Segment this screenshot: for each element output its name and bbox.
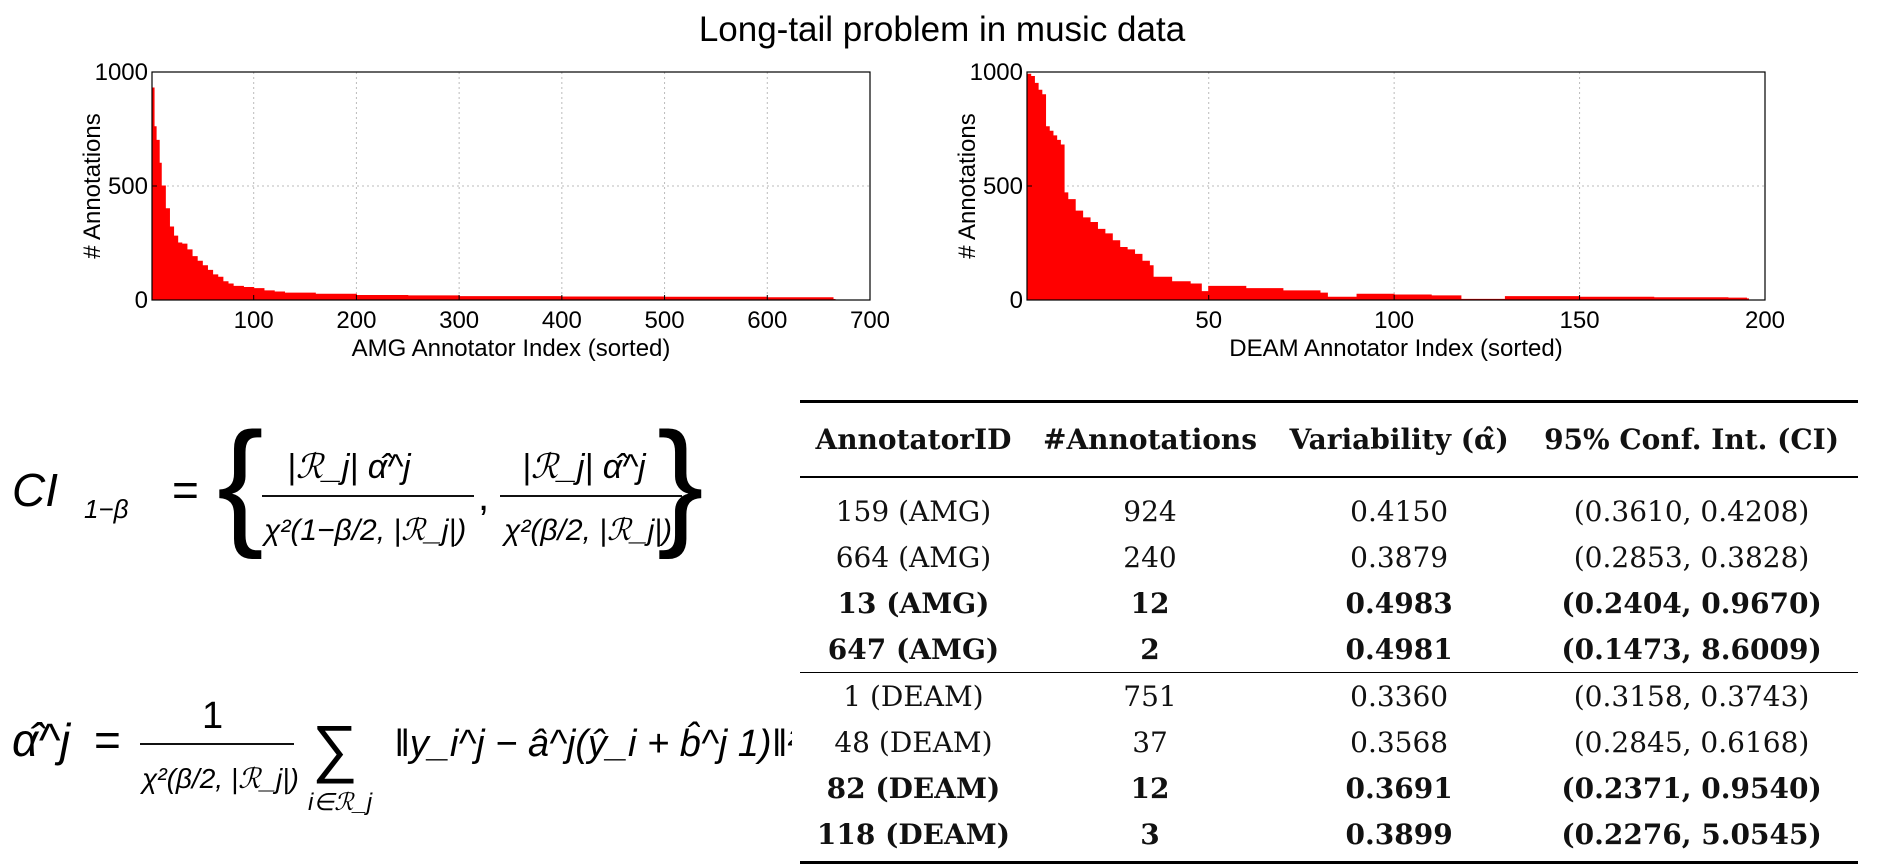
y-tick-label: 500 bbox=[108, 173, 148, 200]
cell-variability: 0.3360 bbox=[1273, 672, 1526, 719]
cell-annotator-id: 13 (AMG) bbox=[837, 586, 990, 620]
x-tick-label: 100 bbox=[1374, 307, 1414, 334]
cell-conf-int: (0.3158, 0.3743) bbox=[1525, 672, 1858, 719]
cell-annotations: 12 bbox=[1130, 586, 1170, 620]
alpha-body: ‖y_i^j − â^j(ŷ_i + b̂^j 1)‖²₂ bbox=[394, 721, 792, 765]
deam-annotations-chart: 50 100 150 200 0 500 1000 DEAM Annotator Index … bbox=[955, 60, 1785, 362]
table-row: 118 (DEAM) 3 0.3899 (0.2276, 5.0545) bbox=[800, 811, 1858, 864]
header-annotator-id: AnnotatorID bbox=[800, 400, 1027, 478]
alpha-sum-subscript: i∈ℛ_j bbox=[308, 789, 373, 816]
ci-numerator-left: |ℛ_j| α̂^j bbox=[287, 448, 412, 486]
y-tick-label: 1000 bbox=[95, 60, 148, 86]
x-axis-label: DEAM Annotator Index (sorted) bbox=[1229, 335, 1563, 362]
table-row: 48 (DEAM) 37 0.3568 (0.2845, 0.6168) bbox=[800, 719, 1858, 765]
page-title: Long-tail problem in music data bbox=[698, 10, 1186, 49]
cell-annotations: 37 bbox=[1132, 725, 1168, 759]
cell-annotations: 3 bbox=[1026, 811, 1274, 864]
cell-conf-int: (0.2853, 0.3828) bbox=[1573, 540, 1810, 574]
cell-annotator-id: 647 (AMG) bbox=[827, 632, 1000, 666]
cell-annotations: 240 bbox=[1123, 540, 1177, 574]
header-annotations: #Annotations bbox=[1026, 400, 1274, 478]
ci-numerator-right: |ℛ_j| α̂^j bbox=[522, 448, 647, 486]
cell-conf-int: (0.3610, 0.4208) bbox=[1573, 494, 1810, 528]
cell-annotations: 751 bbox=[1026, 672, 1274, 719]
x-tick-label: 700 bbox=[850, 307, 890, 334]
y-tick-label: 1000 bbox=[970, 60, 1023, 86]
alpha-numerator: 1 bbox=[202, 695, 223, 737]
cell-conf-int: (0.2276, 5.0545) bbox=[1525, 811, 1858, 864]
x-tick-label: 200 bbox=[336, 307, 376, 334]
header-conf-int: 95% Conf. Int. (CI) bbox=[1525, 400, 1858, 478]
cell-variability: 0.3879 bbox=[1350, 540, 1449, 574]
ci-comma: , bbox=[478, 475, 489, 519]
cell-annotations: 2 bbox=[1140, 632, 1160, 666]
ci-lhs: CI bbox=[12, 464, 58, 516]
x-tick-label: 600 bbox=[747, 307, 787, 334]
annotations-area bbox=[1026, 73, 1749, 301]
table-body: 159 (AMG) 924 0.4150 (0.3610, 0.4208) 664 (A… bbox=[800, 477, 1858, 864]
x-axis-label: AMG Annotator Index (sorted) bbox=[352, 335, 671, 362]
cell-variability: 0.4981 bbox=[1345, 632, 1453, 666]
ci-denominator-right: χ²(β/2, |ℛ_j|) bbox=[501, 514, 672, 547]
cell-annotator-id: 664 (AMG) bbox=[835, 540, 992, 574]
cell-annotator-id: 1 (DEAM) bbox=[800, 672, 1027, 719]
cell-annotator-id: 118 (DEAM) bbox=[800, 811, 1027, 864]
cell-annotator-id: 48 (DEAM) bbox=[834, 725, 993, 759]
ci-equals: = bbox=[172, 464, 199, 516]
sum-symbol: ∑ bbox=[312, 712, 358, 784]
alpha-lhs: α̂^j bbox=[12, 714, 72, 766]
annotator-results-table: AnnotatorID #Annotations Variability (α̂… bbox=[800, 400, 1858, 864]
y-axis-label: # Annotations bbox=[80, 113, 106, 258]
annotations-area bbox=[151, 87, 836, 301]
cell-conf-int: (0.2845, 0.6168) bbox=[1573, 725, 1810, 759]
x-tick-label: 50 bbox=[1195, 307, 1222, 334]
ci-right-brace: } bbox=[657, 418, 704, 560]
ci-formula: CI 1−β = { |ℛ_j| α̂^j χ²(1−β/2, |ℛ_j|) ,… bbox=[12, 403, 712, 589]
ci-sub: 1−β bbox=[84, 494, 129, 524]
table-row: 13 (AMG) 12 0.4983 (0.2404, 0.9670) bbox=[800, 580, 1858, 626]
table-row: 1 (DEAM) 751 0.3360 (0.3158, 0.3743) bbox=[800, 672, 1858, 719]
table-row: 159 (AMG) 924 0.4150 (0.3610, 0.4208) bbox=[800, 477, 1858, 534]
cell-variability: 0.3568 bbox=[1350, 725, 1449, 759]
cell-variability: 0.3691 bbox=[1345, 771, 1453, 805]
cell-annotations: 12 bbox=[1130, 771, 1170, 805]
cell-annotator-id: 82 (DEAM) bbox=[826, 771, 1001, 805]
cell-annotator-id: 159 (AMG) bbox=[835, 494, 992, 528]
ci-formula-svg: CI 1−β = { |ℛ_j| α̂^j χ²(1−β/2, |ℛ_j|) ,… bbox=[12, 403, 704, 560]
ci-left-brace: { bbox=[217, 418, 264, 560]
cell-annotations: 924 bbox=[1123, 494, 1177, 528]
cell-conf-int: (0.1473, 8.6009) bbox=[1561, 632, 1822, 666]
x-tick-label: 300 bbox=[439, 307, 479, 334]
x-tick-label: 400 bbox=[542, 307, 582, 334]
alpha-formula-svg: α̂^j = 1 χ²(β/2, |ℛ_j|) ∑ i∈ℛ_j ‖y_i^j −… bbox=[12, 695, 815, 816]
y-tick-label: 0 bbox=[135, 287, 148, 314]
cell-conf-int: (0.2371, 0.9540) bbox=[1561, 771, 1822, 805]
x-tick-label: 100 bbox=[234, 307, 274, 334]
table-row: 82 (DEAM) 12 0.3691 (0.2371, 0.9540) bbox=[800, 765, 1858, 811]
cell-variability: 0.4150 bbox=[1350, 494, 1449, 528]
amg-annotations-chart: 100 200 300 400 500 600 700 0 500 1000 AMG Annotat… bbox=[80, 60, 890, 362]
y-axis-label: # Annotations bbox=[955, 113, 981, 258]
table-row: 647 (AMG) 2 0.4981 (0.1473, 8.6009) bbox=[800, 626, 1858, 673]
ci-denominator-left: χ²(1−β/2, |ℛ_j|) bbox=[261, 514, 466, 547]
y-tick-label: 500 bbox=[983, 173, 1023, 200]
table-row: 664 (AMG) 240 0.3879 (0.2853, 0.3828) bbox=[800, 534, 1858, 580]
cell-conf-int: (0.2404, 0.9670) bbox=[1561, 586, 1822, 620]
header-variability: Variability (α̂) bbox=[1273, 400, 1526, 478]
cell-variability: 0.3899 bbox=[1273, 811, 1526, 864]
cell-variability: 0.4983 bbox=[1345, 586, 1453, 620]
alpha-formula: α̂^j = 1 χ²(β/2, |ℛ_j|) ∑ i∈ℛ_j ‖y_i^j −… bbox=[12, 688, 815, 839]
alpha-equals: = bbox=[94, 714, 121, 766]
x-tick-label: 500 bbox=[645, 307, 685, 334]
alpha-denominator: χ²(β/2, |ℛ_j|) bbox=[139, 763, 299, 794]
table-header-row: AnnotatorID #Annotations Variability (α̂… bbox=[800, 400, 1858, 478]
y-tick-label: 0 bbox=[1010, 287, 1023, 314]
x-tick-label: 200 bbox=[1745, 307, 1785, 334]
x-tick-label: 150 bbox=[1560, 307, 1600, 334]
